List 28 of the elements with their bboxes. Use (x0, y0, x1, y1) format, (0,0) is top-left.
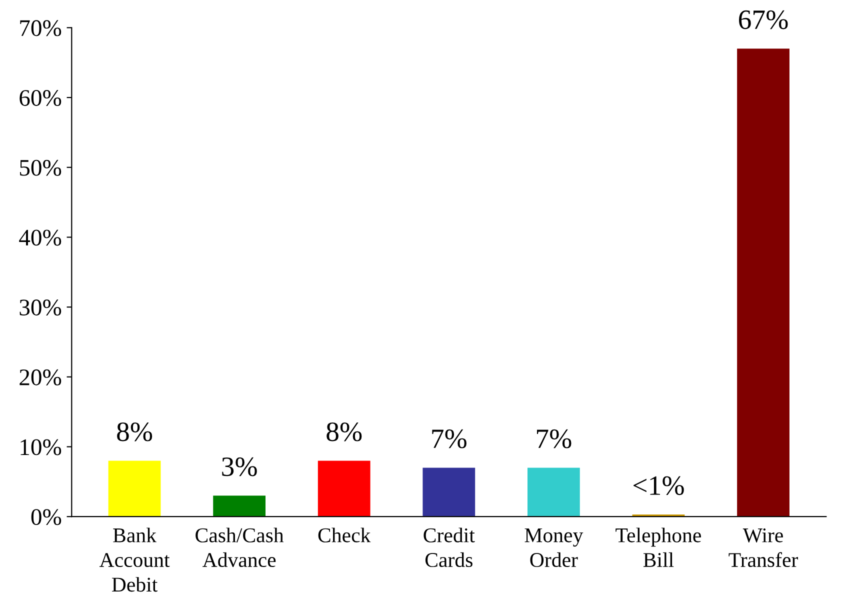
bar (422, 468, 476, 517)
y-tick-label: 30% (20, 300, 62, 316)
bar (318, 460, 370, 517)
x-tick-label: Money Order (524, 528, 584, 568)
bar (737, 48, 790, 517)
x-tick-label: Wire Transfer (728, 528, 798, 568)
x-tick-label: Telephone Bill (616, 528, 701, 567)
data-label: 3% (222, 457, 257, 476)
bar (108, 460, 161, 517)
data-label: <1% (634, 476, 684, 496)
y-tick-label: 60% (20, 90, 62, 106)
x-tick-label: Cash/Cash Advance (196, 528, 284, 568)
bar (213, 496, 266, 517)
y-tick-label: 40% (19, 230, 62, 246)
data-label: 7% (537, 429, 572, 448)
y-tick-label: 70% (20, 20, 62, 36)
x-tick-label: Credit Cards (424, 528, 475, 568)
data-label: 7% (432, 429, 466, 448)
y-tick-label: 10% (20, 439, 62, 456)
data-label: 8% (117, 422, 152, 442)
data-label: 67% (739, 10, 788, 30)
y-tick-label: 50% (20, 160, 62, 176)
data-label: 8% (326, 422, 362, 442)
x-tick-label: Check (318, 528, 371, 542)
x-tick-label: Bank Account Debit (99, 528, 170, 592)
y-tick-label: 0% (31, 509, 62, 526)
bar (527, 468, 580, 517)
y-tick-label: 20% (20, 369, 62, 386)
